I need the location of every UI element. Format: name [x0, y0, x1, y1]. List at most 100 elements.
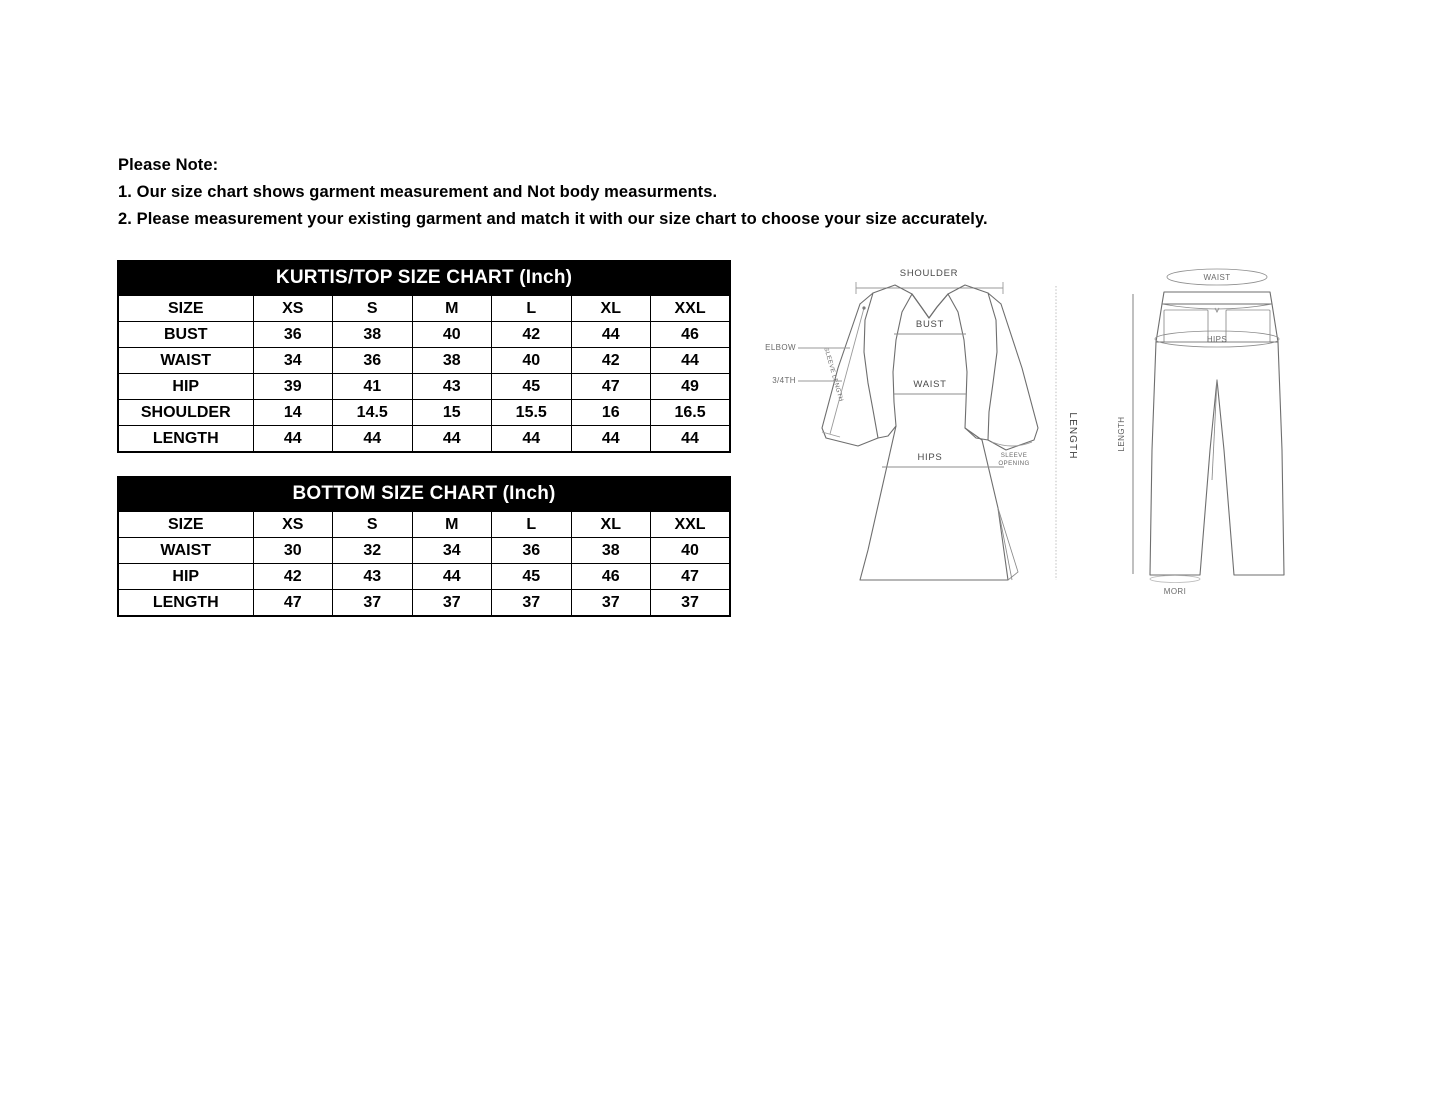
- cell-bust-xl: 44: [570, 321, 651, 348]
- pants-outline: [1149, 291, 1285, 576]
- cell-hip-xl: 46: [570, 563, 651, 590]
- column-header-size: SIZE: [117, 511, 254, 538]
- cell-length-xxl: 37: [650, 589, 731, 617]
- column-header-xxl: XXL: [650, 295, 731, 322]
- kurti-length-label: LENGTH: [1067, 412, 1078, 459]
- cell-waist-xs: 34: [252, 347, 333, 374]
- cell-waist-l: 40: [491, 347, 572, 374]
- cell-bust-xxl: 46: [650, 321, 731, 348]
- bottom-table-title: BOTTOM SIZE CHART (Inch): [118, 477, 731, 512]
- cell-shoulder-xs: 14: [252, 399, 333, 426]
- kurtis-top-size-chart: KURTIS/TOP SIZE CHART (Inch) SIZE XS S M…: [117, 260, 732, 453]
- row-label-shoulder: SHOULDER: [117, 399, 254, 426]
- cell-shoulder-xxl: 16.5: [650, 399, 731, 426]
- kurti-bust-label: BUST: [916, 319, 944, 330]
- pants-waist-label: WAIST: [1203, 273, 1230, 282]
- cell-length-s: 37: [332, 589, 413, 617]
- cell-bust-xs: 36: [252, 321, 333, 348]
- pants-mori-ellipse: [1149, 575, 1201, 583]
- notes-block: Please Note: 1. Our size chart shows gar…: [118, 152, 1218, 233]
- column-header-xl: XL: [570, 511, 651, 538]
- cell-waist-m: 38: [411, 347, 492, 374]
- row-label-length: LENGTH: [117, 589, 254, 617]
- column-header-xl: XL: [570, 295, 651, 322]
- cell-waist-xl: 42: [570, 347, 651, 374]
- table-header-row: SIZE XS S M L XL XXL: [117, 295, 731, 322]
- cell-hip-xs: 39: [252, 373, 333, 400]
- cell-hip-xxl: 49: [650, 373, 731, 400]
- column-header-m: M: [411, 511, 492, 538]
- cell-length-m: 37: [411, 589, 492, 617]
- cell-bust-m: 40: [411, 321, 492, 348]
- cell-waist-s: 32: [332, 537, 413, 564]
- cell-hip-l: 45: [491, 373, 572, 400]
- cell-waist-xxl: 40: [650, 537, 731, 564]
- kurti-shoulder-label: SHOULDER: [900, 268, 958, 279]
- cell-shoulder-l: 15.5: [491, 399, 572, 426]
- cell-length-xl: 44: [570, 425, 651, 453]
- table-row: LENGTH 44 44 44 44 44 44: [117, 425, 731, 453]
- kurti-three-quarter-label: 3/4TH: [772, 376, 796, 385]
- table-row: HIP 42 43 44 45 46 47: [117, 563, 731, 590]
- column-header-xxl: XXL: [650, 511, 731, 538]
- kurtis-table-title: KURTIS/TOP SIZE CHART (Inch): [118, 261, 731, 296]
- notes-heading: Please Note:: [118, 156, 219, 174]
- measurement-diagrams: SHOULDER: [760, 250, 1330, 620]
- table-title-row: BOTTOM SIZE CHART (Inch): [118, 477, 731, 512]
- cell-shoulder-m: 15: [411, 399, 492, 426]
- table-row: SHOULDER 14 14.5 15 15.5 16 16.5: [117, 399, 731, 426]
- cell-length-xl: 37: [570, 589, 651, 617]
- kurti-waist-label: WAIST: [913, 379, 946, 390]
- row-label-length: LENGTH: [117, 425, 254, 453]
- kurti-hips-label: HIPS: [918, 452, 943, 463]
- pants-mori-label: MORI: [1164, 587, 1187, 596]
- cell-shoulder-xl: 16: [570, 399, 651, 426]
- sleeve-opening-leader: [991, 441, 1033, 447]
- table-row: HIP 39 41 43 45 47 49: [117, 373, 731, 400]
- cell-hip-l: 45: [491, 563, 572, 590]
- note-line-2: 2. Please measurement your existing garm…: [118, 210, 988, 228]
- cell-length-m: 44: [411, 425, 492, 453]
- cell-length-xs: 44: [252, 425, 333, 453]
- row-label-waist: WAIST: [117, 537, 254, 564]
- column-header-xs: XS: [252, 295, 333, 322]
- sleeve-length-dimension: [821, 306, 866, 438]
- cell-hip-s: 41: [332, 373, 413, 400]
- column-header-s: S: [332, 511, 413, 538]
- row-label-bust: BUST: [117, 321, 254, 348]
- bottom-measurement-diagram: WAIST HIPS: [1117, 268, 1285, 596]
- cell-bust-l: 42: [491, 321, 572, 348]
- row-label-hip: HIP: [117, 373, 254, 400]
- pants-hips-ellipse: [1154, 330, 1280, 348]
- pants-length-label: LENGTH: [1117, 417, 1126, 452]
- kurti-sleeve-length-label: SLEEVE LENGTH: [822, 347, 844, 403]
- pants-waist-ellipse: [1166, 268, 1268, 286]
- cell-hip-s: 43: [332, 563, 413, 590]
- cell-length-xxl: 44: [650, 425, 731, 453]
- row-label-waist: WAIST: [117, 347, 254, 374]
- column-header-xs: XS: [252, 511, 333, 538]
- shoulder-dimension-line: [855, 282, 1004, 294]
- column-header-s: S: [332, 295, 413, 322]
- cell-waist-xl: 38: [570, 537, 651, 564]
- cell-waist-s: 36: [332, 347, 413, 374]
- cell-hip-xs: 42: [252, 563, 333, 590]
- column-header-size: SIZE: [117, 295, 254, 322]
- table-title-row: KURTIS/TOP SIZE CHART (Inch): [118, 261, 731, 296]
- table-row: LENGTH 47 37 37 37 37 37: [117, 589, 731, 617]
- column-header-l: L: [491, 295, 572, 322]
- kurti-sleeve-opening-label-1: SLEEVE: [1001, 452, 1027, 459]
- cell-hip-xl: 47: [570, 373, 651, 400]
- pants-hips-label: HIPS: [1207, 335, 1227, 344]
- cell-length-l: 44: [491, 425, 572, 453]
- row-label-hip: HIP: [117, 563, 254, 590]
- cell-waist-xs: 30: [252, 537, 333, 564]
- cell-length-s: 44: [332, 425, 413, 453]
- cell-waist-m: 34: [411, 537, 492, 564]
- kurti-sleeve-opening-label-2: OPENING: [998, 460, 1029, 467]
- kurti-elbow-label: ELBOW: [765, 343, 796, 352]
- cell-waist-l: 36: [491, 537, 572, 564]
- column-header-m: M: [411, 295, 492, 322]
- cell-shoulder-s: 14.5: [332, 399, 413, 426]
- note-line-1: 1. Our size chart shows garment measurem…: [118, 183, 718, 201]
